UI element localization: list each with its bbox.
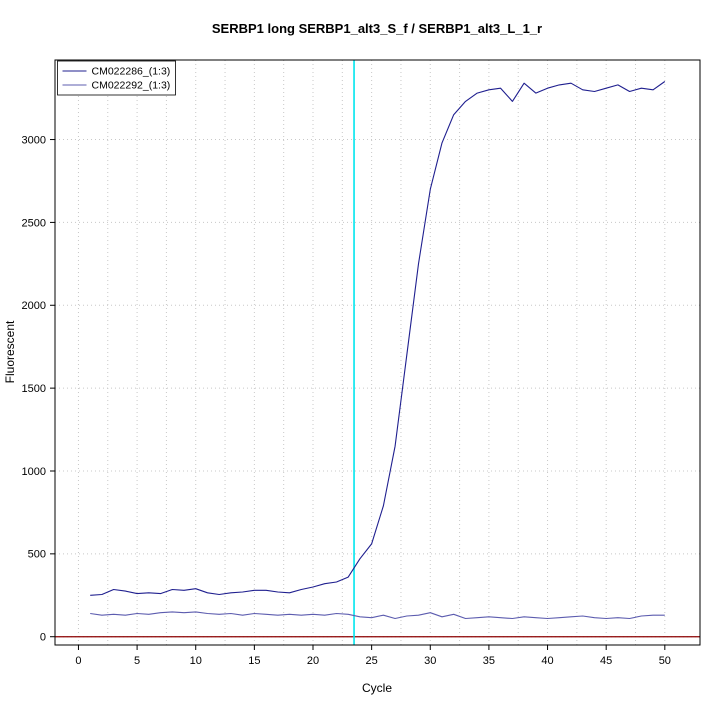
x-tick-label: 30 [424, 655, 436, 667]
legend-label-0: CM022286_(1:3) [92, 66, 171, 78]
series-line-1 [90, 611, 665, 620]
x-tick-label: 20 [307, 655, 319, 667]
x-tick-label: 35 [483, 655, 495, 667]
x-tick-label: 15 [248, 655, 260, 667]
x-tick-label: 50 [659, 655, 671, 667]
y-axis-label: Fluorescent [3, 320, 17, 383]
plot-box [54, 59, 701, 646]
y-tick-label: 2500 [22, 217, 46, 229]
x-tick-label: 40 [541, 655, 553, 667]
y-tick-label: 500 [28, 549, 46, 561]
plot-area: 0 5 10 15 20 25 30 35 40 45 5005001000150020002500… [22, 59, 701, 667]
x-axis-label: Cycle [362, 681, 392, 695]
y-tick-label: 2000 [22, 300, 46, 312]
chart-title: SERBP1 long SERBP1_alt3_S_f / SERBP1_alt… [212, 21, 542, 36]
x-tick-label: 45 [600, 655, 612, 667]
x-tick-label: 10 [190, 655, 202, 667]
x-tick-label: 5 [134, 655, 140, 667]
y-tick-label: 0 [40, 632, 46, 644]
series-line-0 [90, 81, 666, 596]
y-tick-label: 1500 [22, 383, 46, 395]
y-tick-label: 3000 [22, 134, 46, 146]
legend-box [57, 60, 176, 96]
x-tick-label: 0 [75, 655, 81, 667]
y-tick-label: 1000 [22, 466, 46, 478]
x-tick-label: 25 [366, 655, 378, 667]
legend-label-1: CM022292_(1:3) [92, 80, 171, 92]
